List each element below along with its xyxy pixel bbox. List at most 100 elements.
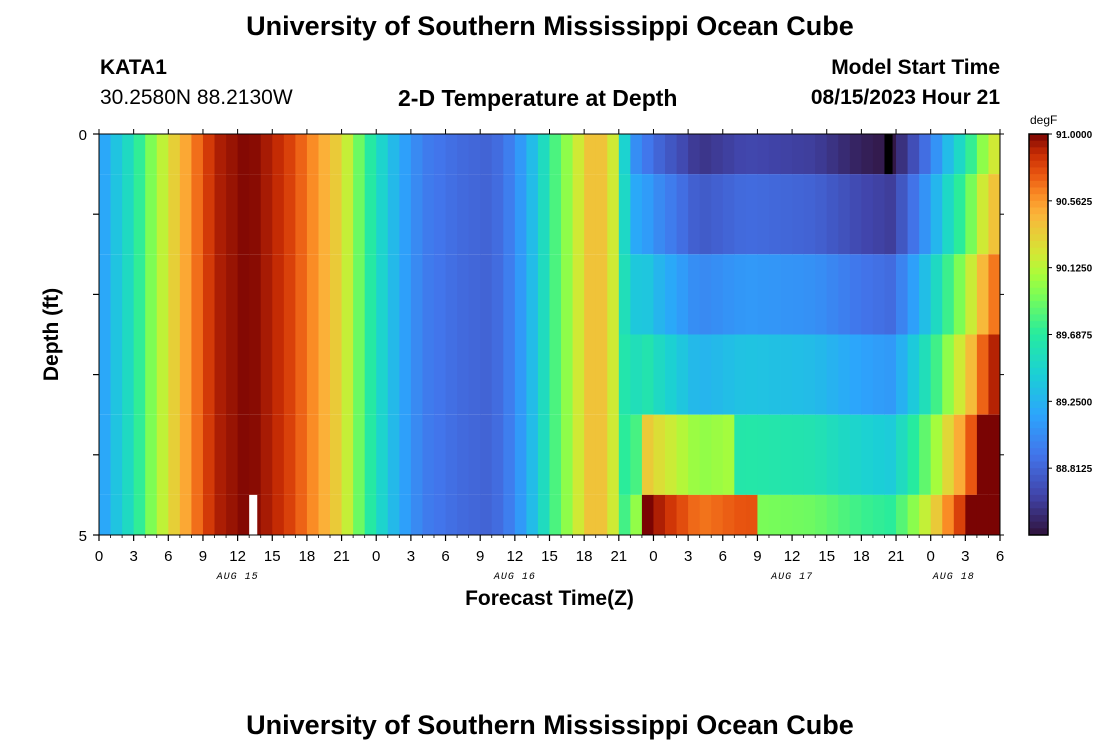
heatmap-cell [699, 254, 712, 335]
heatmap-cell [480, 414, 493, 495]
heatmap-cell [641, 494, 654, 535]
heatmap-cell [953, 134, 966, 175]
heatmap-cell [179, 254, 192, 335]
colorbar-segment [1029, 414, 1048, 422]
heatmap-cell [607, 494, 620, 535]
heatmap-cell [976, 134, 989, 175]
heatmap-cell [214, 174, 227, 255]
heatmap-cell [399, 334, 412, 415]
colorbar-segment [1029, 347, 1048, 356]
heatmap-cell [584, 174, 597, 255]
heatmap-cell [133, 334, 146, 415]
heatmap-cell [595, 334, 608, 415]
heatmap-cell [792, 254, 805, 335]
colorbar-segment [1029, 474, 1048, 483]
heatmap-cell [468, 414, 481, 495]
heatmap-cell [283, 254, 296, 335]
heatmap-cell [122, 174, 135, 255]
heatmap-cell [711, 134, 724, 175]
heatmap-cell [156, 134, 169, 175]
colorbar-segment [1029, 387, 1048, 396]
colorbar-segment [1029, 220, 1048, 229]
heatmap-cell [942, 494, 955, 535]
colorbar-segment [1029, 180, 1048, 188]
heatmap-cell [330, 494, 342, 535]
heatmap-cell [549, 494, 562, 535]
colorbar-segment [1029, 528, 1048, 536]
x-tick-label: 3 [407, 548, 415, 565]
colorbar-segment [1029, 434, 1048, 442]
heatmap-cell [907, 414, 920, 495]
heatmap-cell [676, 494, 689, 535]
heatmap-cell [537, 414, 550, 495]
heatmap-cell [122, 414, 135, 495]
heatmap-cell [688, 174, 701, 255]
heatmap-cell [757, 414, 770, 495]
heatmap-cell [503, 494, 516, 535]
heatmap-cell [422, 494, 435, 535]
heatmap-cell [387, 174, 400, 255]
x-tick-label: 6 [441, 548, 449, 565]
heatmap-cell [295, 254, 308, 335]
heatmap-cell [99, 414, 111, 495]
y-axis-label: Depth (ft) [40, 288, 63, 381]
heatmap-cell [745, 254, 758, 335]
heatmap-cell [630, 174, 643, 255]
heatmap-cell [976, 494, 989, 535]
x-tick-label: 18 [853, 548, 870, 565]
heatmap-cell [965, 334, 978, 415]
heatmap-cell [387, 334, 400, 415]
heatmap-cell [168, 134, 181, 175]
heatmap-cell [237, 134, 250, 175]
heatmap-cell [226, 494, 239, 535]
heatmap-cell [861, 494, 874, 535]
heatmap-cell [826, 174, 839, 255]
heatmap-cell [445, 414, 458, 495]
heatmap-cell [457, 134, 470, 175]
heatmap-cell [387, 494, 400, 535]
heatmap-cell [445, 254, 458, 335]
heatmap-cell [133, 414, 146, 495]
heatmap-cell [99, 494, 111, 535]
heatmap-cell [202, 334, 215, 415]
heatmap-cell [260, 334, 273, 415]
heatmap-cell [283, 334, 296, 415]
colorbar-segment [1029, 408, 1048, 416]
heatmap-cell [907, 494, 920, 535]
colorbar-tick-label: 91.0000 [1056, 130, 1093, 141]
heatmap-cell [572, 334, 585, 415]
heatmap-cell [607, 174, 620, 255]
heatmap-cell [849, 174, 862, 255]
heatmap-cell [745, 414, 758, 495]
heatmap-cell [514, 414, 527, 495]
heatmap-cell [815, 334, 828, 415]
colorbar-segment [1029, 140, 1048, 148]
heatmap-cell [699, 134, 712, 175]
heatmap-cell [768, 334, 781, 415]
heatmap-cell [976, 414, 989, 495]
heatmap-cell [607, 134, 620, 175]
heatmap-cell [503, 334, 516, 415]
heatmap-cell [399, 134, 412, 175]
colorbar-segment [1029, 281, 1048, 289]
heatmap-cell [133, 134, 146, 175]
heatmap-cell [803, 254, 816, 335]
heatmap-cell [872, 254, 885, 335]
x-tick-label: 6 [996, 548, 1004, 565]
heatmap-cell [838, 134, 851, 175]
heatmap-cell [919, 254, 932, 335]
heatmap-cell [272, 334, 285, 415]
x-tick-label: 15 [264, 548, 281, 565]
heatmap-cell [595, 254, 608, 335]
heatmap-cell [907, 174, 920, 255]
heatmap-cell [803, 134, 816, 175]
heatmap-cell [722, 334, 735, 415]
heatmap-cell [145, 494, 158, 535]
colorbar-segment [1029, 227, 1048, 235]
colorbar-segment [1029, 334, 1048, 342]
x-axis-label: Forecast Time(Z) [465, 587, 634, 610]
colorbar-segment [1029, 454, 1048, 462]
heatmap-cell [353, 494, 366, 535]
heatmap-cell [468, 174, 481, 255]
heatmap-cell [618, 334, 631, 415]
